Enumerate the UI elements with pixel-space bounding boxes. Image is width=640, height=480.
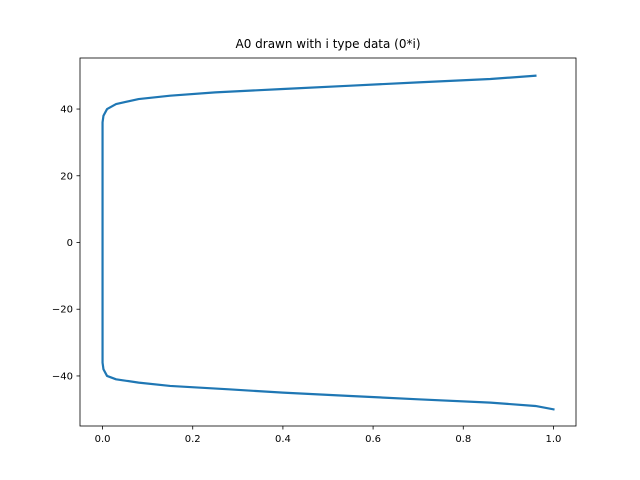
y-tick-label: −20 xyxy=(52,305,73,316)
y-tick-label: 40 xyxy=(60,105,73,116)
chart-title: A0 drawn with i type data (0*i) xyxy=(235,37,420,51)
x-tick-label: 0.4 xyxy=(275,434,291,445)
y-tick-label: 20 xyxy=(60,171,73,182)
plot-frame xyxy=(79,57,577,427)
x-tick-label: 0.2 xyxy=(185,434,201,445)
x-tick-label: 0.0 xyxy=(95,434,111,445)
x-tick-label: 0.8 xyxy=(455,434,471,445)
y-tick-label: 0 xyxy=(67,238,73,249)
x-tick-label: 1.0 xyxy=(546,434,562,445)
y-tick-label: −40 xyxy=(52,371,73,382)
x-tick-label: 0.6 xyxy=(365,434,381,445)
data-line xyxy=(101,74,555,411)
